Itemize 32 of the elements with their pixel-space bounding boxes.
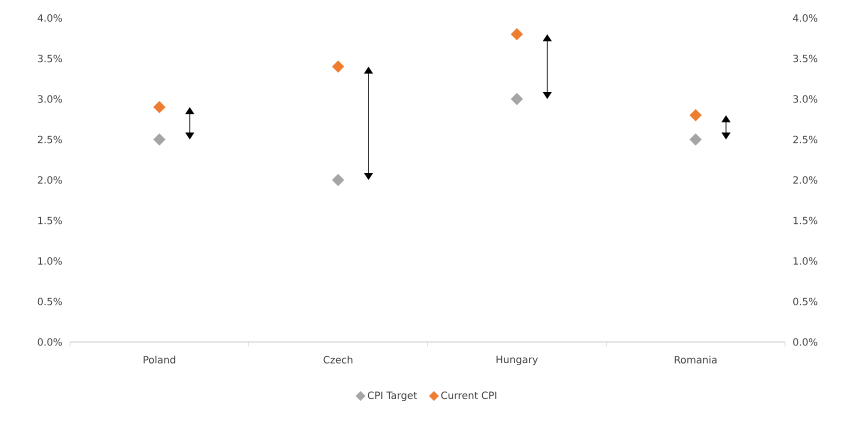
point bbox=[332, 174, 344, 186]
y2-tick-label: 1.5% bbox=[794, 216, 818, 224]
y-tick-label: 3.0% bbox=[38, 95, 62, 103]
y-tick-label: 2.5% bbox=[38, 136, 62, 144]
y2-tick-label: 0.5% bbox=[793, 298, 818, 306]
y2-tick-label: 0.0% bbox=[793, 338, 818, 346]
point bbox=[510, 28, 524, 40]
y2-tick-label: 3.0% bbox=[793, 95, 818, 103]
point bbox=[510, 92, 524, 106]
x-tick-label: Hungary bbox=[496, 356, 538, 366]
point bbox=[153, 133, 166, 146]
point bbox=[332, 60, 344, 73]
y-tick-label: 0.0% bbox=[38, 338, 62, 346]
y2-tick-label: 3.5% bbox=[793, 54, 818, 62]
x-tick-label: Poland bbox=[144, 356, 176, 364]
x-tick-label: Romania bbox=[674, 356, 717, 364]
x-tick-label: Czech bbox=[324, 356, 352, 364]
y2-tick-label: 2.0% bbox=[793, 176, 818, 184]
y2-tick-label: 2.5% bbox=[793, 136, 818, 144]
y-tick-label: 4.0% bbox=[38, 14, 62, 22]
y-tick-label: 3.5% bbox=[38, 54, 62, 62]
y-tick-label: 1.5% bbox=[38, 216, 62, 224]
y2-tick-label: 1.0% bbox=[794, 257, 818, 265]
y-tick-label: 0.5% bbox=[38, 298, 62, 306]
legend-label: CPI Target bbox=[368, 392, 417, 402]
y-tick-label: 2.0% bbox=[38, 176, 62, 184]
legend-label: Current CPI bbox=[441, 392, 496, 400]
point bbox=[689, 133, 702, 146]
point bbox=[689, 109, 702, 122]
point bbox=[153, 100, 166, 114]
y-tick-label: 1.0% bbox=[38, 257, 62, 265]
y2-tick-label: 4.0% bbox=[793, 14, 818, 22]
